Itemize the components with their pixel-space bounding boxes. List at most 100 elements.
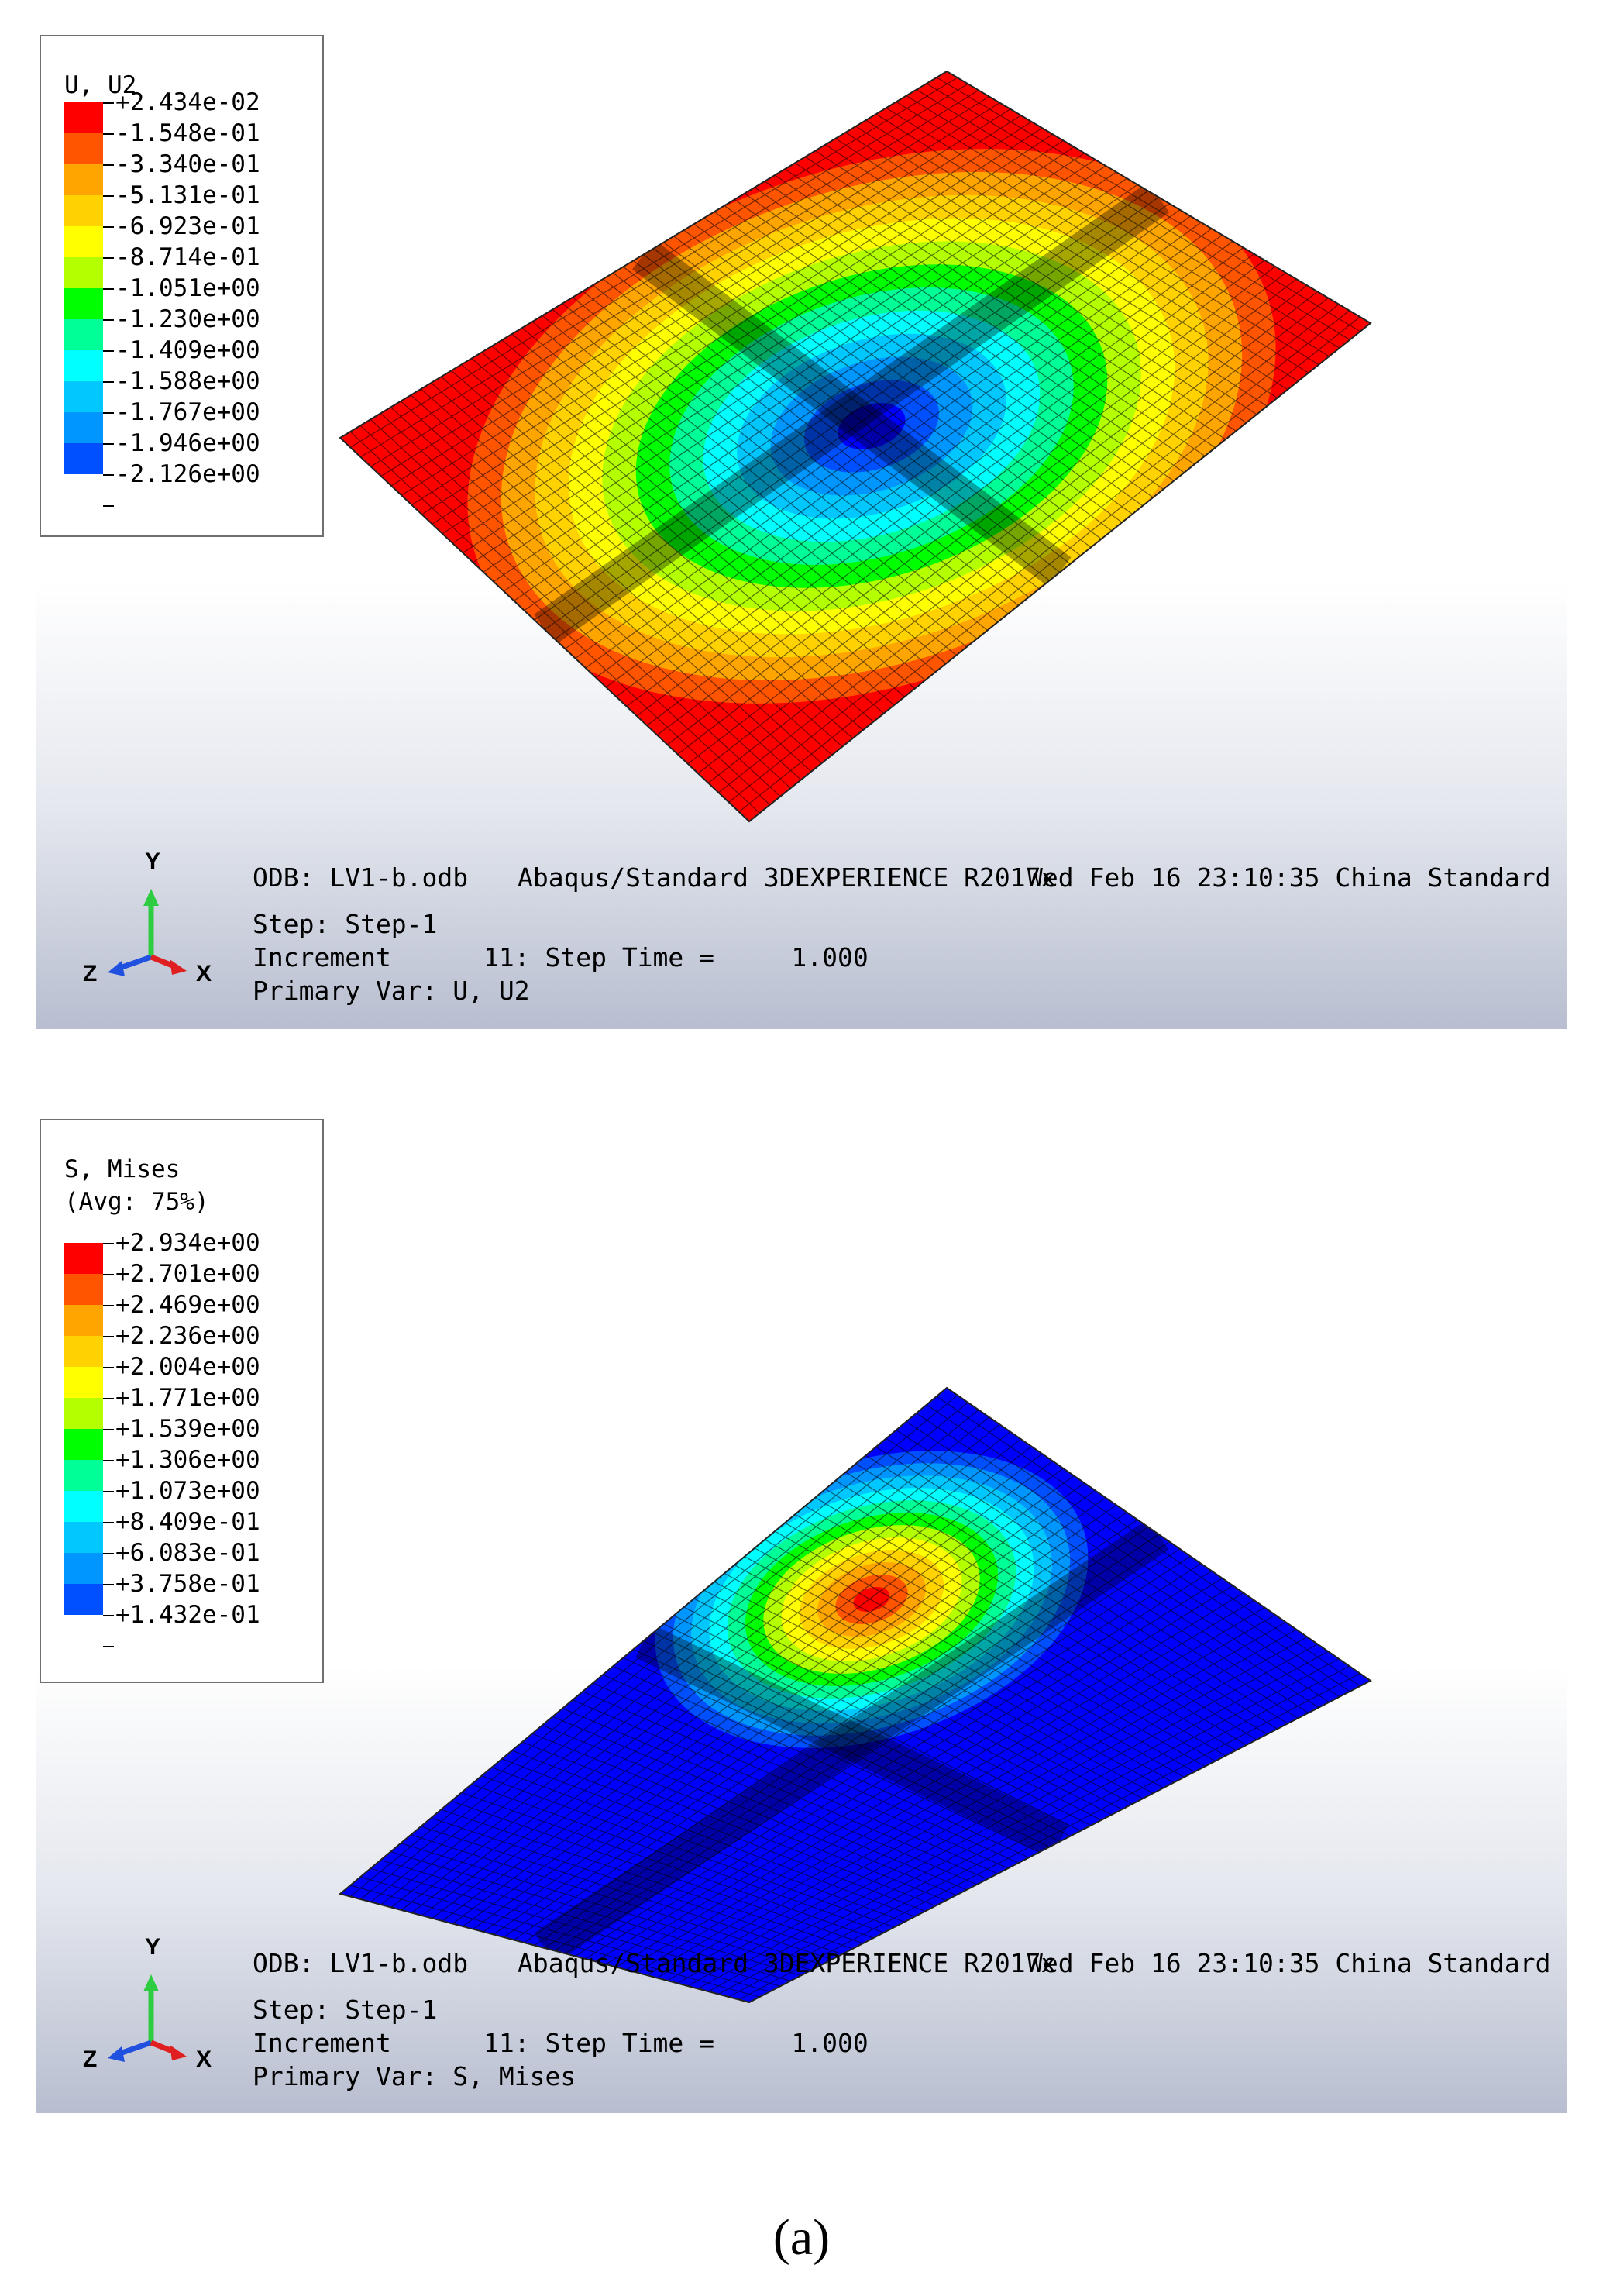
legend-tick (103, 1429, 114, 1430)
legend-swatch (64, 195, 103, 226)
legend-tick (103, 412, 114, 414)
legend-row: +1.771e+00 (64, 1385, 320, 1429)
legend-swatch (64, 350, 103, 381)
x-axis-arrowhead (170, 959, 187, 975)
legend-tick (103, 1274, 114, 1275)
plate-contours (340, 71, 1371, 821)
legend-swatch (64, 1305, 103, 1336)
legend-tick (103, 1491, 114, 1492)
y-axis-arrowhead (143, 889, 159, 906)
legend-row: -2.126e+00 (64, 461, 320, 505)
legend-value: -3.340e-01 (115, 150, 260, 178)
model-info: ODB: LV1-b.odb Abaqus/Standard 3DEXPERIE… (253, 860, 1567, 1029)
legend-value: -1.548e-01 (115, 119, 260, 147)
legend-end-tick (64, 505, 320, 536)
legend-swatch (64, 1522, 103, 1553)
timestamp: Wed Feb 16 23:10:35 China Standard Time (1027, 862, 1567, 893)
figure-caption: (a) (772, 2209, 831, 2266)
legend-row: -1.548e-01 (64, 120, 320, 164)
legend-value: -1.946e+00 (115, 429, 260, 457)
legend-row: +1.539e+00 (64, 1416, 320, 1460)
timestamp: Wed Feb 16 23:10:35 China Standard Time (1027, 1948, 1567, 1978)
legend-tick (103, 1243, 114, 1244)
axis-triad: Y Z X (83, 849, 222, 996)
y-axis-arrowhead (143, 1974, 159, 1991)
legend-tick (103, 226, 114, 228)
legend-swatch (64, 288, 103, 319)
legend-value: -6.923e-01 (115, 212, 260, 240)
legend-swatch (64, 257, 103, 288)
legend-tick (103, 474, 114, 476)
x-axis-label: X (196, 961, 212, 986)
legend-row: -6.923e-01 (64, 213, 320, 257)
legend-swatch (64, 1336, 103, 1367)
legend-row: +2.701e+00 (64, 1261, 320, 1305)
plate-outline (338, 1386, 1372, 2004)
z-axis-arrowhead (108, 2046, 125, 2062)
legend-row: +1.432e-01 (64, 1602, 320, 1646)
legend-swatch (64, 1274, 103, 1305)
legend-tick (103, 288, 114, 290)
y-axis-label: Y (145, 1934, 161, 1960)
legend-title: U, U2 (64, 71, 137, 99)
legend-swatch (64, 1553, 103, 1584)
legend-row: +6.083e-01 (64, 1540, 320, 1584)
legend-tick (103, 350, 114, 352)
legend-swatch (64, 319, 103, 350)
legend-swatch (64, 412, 103, 443)
plate-contours (340, 1388, 1371, 2002)
legend-tick (103, 164, 114, 166)
legend-row: +2.434e-02 (64, 89, 320, 133)
contour-plot-displacement[interactable] (36, 35, 1567, 1029)
stiffener-strip (534, 1519, 1169, 1964)
solver-version: Abaqus/Standard 3DEXPERIENCE R2017x (518, 1948, 1057, 1978)
legend-tick (103, 1615, 114, 1616)
legend-tick (103, 1336, 114, 1337)
step-label: Step: Step-1 (253, 1995, 438, 2025)
legend-tick (103, 1646, 114, 1647)
legend-row: -1.051e+00 (64, 275, 320, 319)
odb-name: ODB: LV1-b.odb (253, 1948, 469, 1978)
contour-plot-mises[interactable] (36, 1119, 1567, 2113)
legend-value: -1.767e+00 (115, 398, 260, 426)
legend-tick (103, 195, 114, 197)
legend-swatch (64, 381, 103, 412)
viewport-displacement[interactable]: U, U2 +2.434e-02 -1.548e-01 -3.340e-01 -5.1… (36, 35, 1567, 1029)
x-axis-label: X (196, 2046, 212, 2072)
plate-outline (339, 70, 1372, 823)
legend-value: +8.409e-01 (115, 1508, 260, 1536)
axis-triad: Y Z X (83, 1934, 222, 2081)
legend-value: +2.236e+00 (115, 1322, 260, 1350)
legend-value: +3.758e-01 (115, 1570, 260, 1598)
legend-end-tick (64, 1646, 320, 1677)
legend-subtitle: (Avg: 75%) (64, 1188, 209, 1216)
legend-row: +2.469e+00 (64, 1292, 320, 1336)
legend-swatch (64, 1429, 103, 1460)
legend-swatch (64, 1367, 103, 1398)
viewport-mises-stress[interactable]: S, Mises (Avg: 75%) +2.934e+00 +2.701e+00… (36, 1119, 1567, 2113)
legend-tick (103, 1398, 114, 1399)
triad-icon (108, 889, 187, 976)
z-axis-arrowhead (108, 961, 125, 976)
legend-value: -1.051e+00 (115, 274, 260, 302)
z-axis-label: Z (83, 961, 98, 986)
legend-row: +2.934e+00 (64, 1230, 320, 1274)
x-axis-arrowhead (170, 2045, 187, 2060)
primary-var-label: Primary Var: U, U2 (253, 976, 530, 1006)
triad-icon (108, 1974, 187, 2062)
legend-swatch (64, 443, 103, 474)
increment-label: Increment 11: Step Time = 1.000 (253, 2028, 869, 2058)
legend-tick (103, 1305, 114, 1306)
legend-row: +8.409e-01 (64, 1509, 320, 1553)
legend-value: -1.230e+00 (115, 305, 260, 333)
stiffener-strip (534, 181, 1170, 645)
legend-swatch (64, 1398, 103, 1429)
contour-legend: U, U2 +2.434e-02 -1.548e-01 -3.340e-01 -5.1… (40, 35, 324, 537)
legend-value: +2.434e-02 (115, 88, 260, 116)
stiffener-strip (635, 1623, 1068, 1859)
legend-swatch (64, 226, 103, 257)
legend-tick (103, 505, 114, 507)
legend-row: -3.340e-01 (64, 151, 320, 195)
legend-value: -5.131e-01 (115, 181, 260, 209)
legend-swatch (64, 164, 103, 195)
